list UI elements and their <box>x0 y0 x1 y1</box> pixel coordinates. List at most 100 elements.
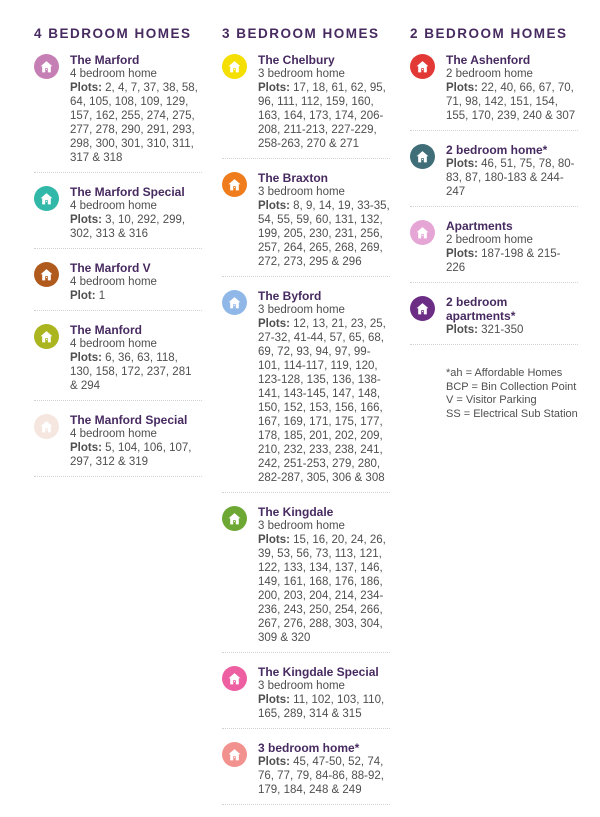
item-plots: Plots: 11, 102, 103, 110, 165, 289, 314 … <box>258 693 390 721</box>
item-subtitle: 3 bedroom home <box>258 186 345 198</box>
footnote-line: V = Visitor Parking <box>446 394 537 406</box>
footnote-line: *ah = Affordable Homes <box>446 367 563 379</box>
plots-values: 6, 36, 63, 118, 130, 158, 172, 237, 281 … <box>70 352 192 392</box>
item-plots: Plots: 45, 47-50, 52, 74, 76, 77, 79, 84… <box>258 755 390 797</box>
legend-column: 3 BEDROOM HOMES The Chelbury 3 bedroom h… <box>222 26 390 817</box>
item-text: 3 bedroom home* Plots: 45, 47-50, 52, 74… <box>258 741 390 797</box>
item-text: The Manford Special 4 bedroom home Plots… <box>70 413 202 469</box>
item-subtitle: 3 bedroom home <box>258 520 345 532</box>
item-title: 3 bedroom home* <box>258 741 360 755</box>
item-title: The Ashenford <box>446 53 531 67</box>
house-icon <box>34 54 59 79</box>
house-icon <box>222 290 247 315</box>
item-title: The Manford <box>70 323 142 337</box>
legend-item: The Marford Special 4 bedroom home Plots… <box>34 185 202 249</box>
plots-label: Plots: <box>446 82 478 94</box>
plots-label: Plots: <box>258 694 290 706</box>
plots-label: Plots: <box>446 158 478 170</box>
legend-item: The Kingdale Special 3 bedroom home Plot… <box>222 665 390 729</box>
plots-values: 12, 13, 21, 23, 25, 27-32, 41-44, 57, 65… <box>258 318 386 484</box>
column-items: The Ashenford 2 bedroom home Plots: 22, … <box>410 53 578 345</box>
item-title: Apartments <box>446 219 513 233</box>
item-text: The Kingdale Special 3 bedroom home Plot… <box>258 665 390 721</box>
plots-values: 2, 4, 7, 37, 38, 58, 64, 105, 108, 109, … <box>70 82 198 164</box>
footnotes: *ah = Affordable Homes BCP = Bin Collecti… <box>446 367 578 421</box>
plots-label: Plots: <box>258 82 290 94</box>
plots-values: 22, 40, 66, 67, 70, 71, 98, 142, 151, 15… <box>446 82 576 122</box>
legend-column: 4 BEDROOM HOMES The Marford 4 bedroom ho… <box>34 26 202 489</box>
plots-values: 17, 18, 61, 62, 95, 96, 111, 112, 159, 1… <box>258 82 386 150</box>
item-text: The Marford 4 bedroom home Plots: 2, 4, … <box>70 53 202 165</box>
column-items: The Chelbury 3 bedroom home Plots: 17, 1… <box>222 53 390 805</box>
house-icon <box>410 296 435 321</box>
footnote-line: BCP = Bin Collection Point <box>446 380 577 393</box>
plots-values: 45, 47-50, 52, 74, 76, 77, 79, 84-86, 88… <box>258 756 384 796</box>
item-subtitle: 4 bedroom home <box>70 428 157 440</box>
legend-column: 2 BEDROOM HOMES The Ashenford 2 bedroom … <box>410 26 578 421</box>
item-text: 2 bedroom home* Plots: 46, 51, 75, 78, 8… <box>446 143 578 199</box>
plots-label: Plots: <box>70 442 102 454</box>
legend-item: The Manford 4 bedroom home Plots: 6, 36,… <box>34 323 202 401</box>
legend-item: 3 bedroom home* Plots: 45, 47-50, 52, 74… <box>222 741 390 805</box>
item-subtitle: 3 bedroom home <box>258 68 345 80</box>
legend-item: The Ashenford 2 bedroom home Plots: 22, … <box>410 53 578 131</box>
item-plots: Plots: 22, 40, 66, 67, 70, 71, 98, 142, … <box>446 81 578 123</box>
item-title: The Braxton <box>258 171 329 185</box>
plots-values: 3, 10, 292, 299, 302, 313 & 316 <box>70 214 186 240</box>
house-icon <box>222 172 247 197</box>
item-text: The Marford V 4 bedroom home Plot: 1 <box>70 261 202 303</box>
item-subtitle: 3 bedroom home <box>258 304 345 316</box>
item-title: 2 bedroom home* <box>446 143 548 157</box>
plots-label: Plots: <box>70 352 102 364</box>
legend-item: The Marford 4 bedroom home Plots: 2, 4, … <box>34 53 202 173</box>
item-text: The Manford 4 bedroom home Plots: 6, 36,… <box>70 323 202 393</box>
item-text: The Kingdale 3 bedroom home Plots: 15, 1… <box>258 505 390 645</box>
item-subtitle: 3 bedroom home <box>258 680 345 692</box>
item-title: The Marford <box>70 53 140 67</box>
item-plots: Plots: 187-198 & 215-226 <box>446 247 578 275</box>
item-title: The Marford V <box>70 261 151 275</box>
item-subtitle: 2 bedroom home <box>446 234 533 246</box>
item-plots: Plots: 6, 36, 63, 118, 130, 158, 172, 23… <box>70 351 202 393</box>
item-title: The Chelbury <box>258 53 335 67</box>
legend-item: The Chelbury 3 bedroom home Plots: 17, 1… <box>222 53 390 159</box>
plots-values: 187-198 & 215-226 <box>446 248 561 274</box>
house-icon <box>410 144 435 169</box>
plots-label: Plots: <box>70 214 102 226</box>
plots-values: 15, 16, 20, 24, 26, 39, 53, 56, 73, 113,… <box>258 534 386 644</box>
item-subtitle: 4 bedroom home <box>70 338 157 350</box>
house-icon <box>34 186 59 211</box>
plots-label: Plots: <box>258 534 290 546</box>
item-plots: Plots: 8, 9, 14, 19, 33-35, 54, 55, 59, … <box>258 199 390 269</box>
plots-label: Plots: <box>446 248 478 260</box>
legend-item: Apartments 2 bedroom home Plots: 187-198… <box>410 219 578 283</box>
column-header: 4 BEDROOM HOMES <box>34 26 192 41</box>
item-subtitle: 4 bedroom home <box>70 276 157 288</box>
house-icon <box>410 220 435 245</box>
footnote-line: SS = Electrical Sub Station <box>446 407 578 420</box>
plots-label: Plots: <box>446 324 478 336</box>
plots-values: 321-350 <box>481 324 524 336</box>
item-plots: Plot: 1 <box>70 289 202 303</box>
item-plots: Plots: 15, 16, 20, 24, 26, 39, 53, 56, 7… <box>258 533 390 645</box>
legend-item: The Manford Special 4 bedroom home Plots… <box>34 413 202 477</box>
legend-item: The Marford V 4 bedroom home Plot: 1 <box>34 261 202 311</box>
item-title: The Byford <box>258 289 322 303</box>
item-subtitle: 4 bedroom home <box>70 68 157 80</box>
item-text: 2 bedroom apartments* Plots: 321-350 <box>446 295 578 337</box>
legend-item: 2 bedroom home* Plots: 46, 51, 75, 78, 8… <box>410 143 578 207</box>
item-title: The Marford Special <box>70 185 185 199</box>
legend-item: The Kingdale 3 bedroom home Plots: 15, 1… <box>222 505 390 653</box>
plots-values: 11, 102, 103, 110, 165, 289, 314 & 315 <box>258 694 385 720</box>
item-title: The Kingdale Special <box>258 665 379 679</box>
item-plots: Plots: 5, 104, 106, 107, 297, 312 & 319 <box>70 441 202 469</box>
column-header: 2 BEDROOM HOMES <box>410 26 568 41</box>
plots-label: Plots: <box>70 82 102 94</box>
item-plots: Plots: 12, 13, 21, 23, 25, 27-32, 41-44,… <box>258 317 390 485</box>
item-text: The Ashenford 2 bedroom home Plots: 22, … <box>446 53 578 123</box>
item-title: The Manford Special <box>70 413 188 427</box>
plots-values: 8, 9, 14, 19, 33-35, 54, 55, 59, 60, 131… <box>258 200 390 268</box>
house-icon <box>34 414 59 439</box>
